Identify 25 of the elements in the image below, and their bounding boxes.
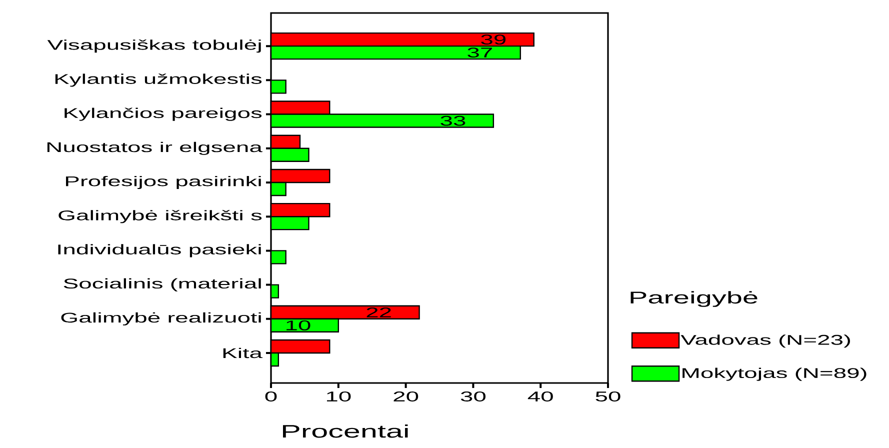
y-tick-label: Socialinis (material: [64, 278, 261, 292]
data-label: 37: [468, 48, 492, 58]
legend-title: Pareigybė: [630, 291, 758, 307]
data-label: 10: [286, 320, 310, 330]
x-tick-label: 10: [326, 392, 351, 402]
x-tick-label: 20: [394, 392, 418, 402]
y-tick-label: Galimybė išreikšti s: [58, 210, 262, 224]
data-label: 33: [440, 116, 466, 126]
y-tick-label: Kylantis užmokestis: [55, 74, 262, 87]
y-tick-label: Profesijos pasirinki: [66, 176, 261, 190]
data-label: 39: [481, 34, 506, 45]
y-tick-label: Galimybė realizuoti: [61, 312, 261, 326]
x-tick-label: 0: [265, 392, 277, 402]
y-tick-label: Individualūs pasieki: [58, 244, 261, 258]
data-label: 22: [366, 307, 391, 318]
x-axis-title: Procentai: [283, 424, 408, 438]
x-tick-label: 30: [460, 392, 486, 402]
x-tick-label: 50: [596, 392, 620, 402]
legend-label: Mokytojas (N=89): [682, 368, 866, 381]
x-tick-label: 40: [528, 392, 553, 402]
y-tick-label: Kylančios pareigos: [64, 108, 262, 121]
y-tick-label: Visapusiškas tobulėj: [47, 40, 261, 53]
legend-label: Vadovas (N=23): [680, 334, 850, 348]
y-tick-label: Nuostatos ir elgsena: [47, 142, 262, 155]
y-tick-label: Kita: [223, 348, 262, 358]
